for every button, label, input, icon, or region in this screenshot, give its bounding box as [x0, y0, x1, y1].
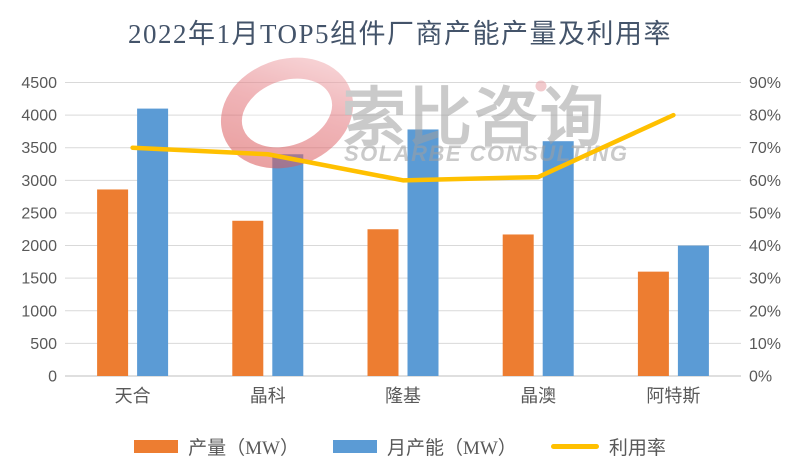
bar-production-2 [367, 229, 399, 376]
left-axis-tick-label: 3500 [21, 140, 57, 157]
bar-production-0 [97, 189, 129, 376]
capacity-bars [137, 108, 709, 376]
right-axis-tick-label: 10% [749, 336, 781, 353]
category-labels: 天合 晶科 隆基 晶澳 阿特斯 [115, 386, 701, 406]
right-axis-labels: 0% 10% 20% 30% 40% 50% 60% 70% 80% 90% [749, 75, 781, 386]
production-bars [97, 189, 669, 376]
right-axis-tick-label: 20% [749, 303, 781, 320]
bar-production-1 [232, 220, 264, 376]
right-axis-tick-label: 30% [749, 271, 781, 288]
category-label-0: 天合 [115, 386, 151, 406]
category-label-3: 晶澳 [520, 386, 556, 406]
left-axis-tick-label: 4500 [21, 75, 57, 92]
legend-label-utilization: 利用率 [608, 437, 666, 459]
watermark-ring-icon [220, 57, 354, 169]
left-axis-tick-label: 3000 [21, 173, 57, 190]
page-title: 2022年1月TOP5组件厂商产能产量及利用率 [127, 19, 673, 49]
utilization-line [130, 112, 676, 183]
category-label-1: 晶科 [250, 386, 286, 406]
left-axis-tick-label: 0 [48, 369, 57, 386]
bar-capacity-0 [137, 108, 169, 376]
legend-label-capacity: 月产能（MW） [386, 437, 517, 459]
legend-label-production: 产量（MW） [188, 437, 299, 459]
watermark-cn-text: 索比咨询 [342, 82, 606, 154]
right-axis-tick-label: 70% [749, 140, 781, 157]
right-axis-tick-label: 60% [749, 173, 781, 190]
watermark-dot-icon [535, 80, 547, 92]
watermark-en-text: SOLARBE CONSULTING [344, 141, 628, 166]
category-label-2: 隆基 [385, 386, 421, 406]
left-axis-tick-label: 1500 [21, 271, 57, 288]
right-axis-tick-label: 40% [749, 238, 781, 255]
legend-swatch-capacity-icon [332, 439, 377, 453]
right-axis-tick-label: 90% [749, 75, 781, 92]
right-axis-tick-label: 0% [749, 369, 772, 386]
chart-legend: 产量（MW） 月产能（MW） 利用率 [0, 430, 800, 462]
right-axis-tick-label: 80% [749, 108, 781, 125]
left-axis-tick-label: 1000 [21, 303, 57, 320]
right-axis-tick-label: 50% [749, 205, 781, 222]
legend-swatch-utilization-icon [550, 443, 599, 449]
bar-production-4 [637, 271, 669, 376]
left-axis-tick-label: 500 [30, 336, 57, 353]
bar-capacity-4 [677, 245, 709, 376]
left-axis-tick-label: 2500 [21, 205, 57, 222]
left-axis-labels: 0 500 1000 1500 2000 2500 3000 3500 4000 4500 [21, 75, 57, 386]
bar-production-3 [502, 234, 534, 376]
legend-item-capacity: 月产能（MW） [332, 433, 517, 460]
bar-capacity-2 [407, 129, 439, 376]
left-axis-tick-label: 2000 [21, 238, 57, 255]
legend-item-production: 产量（MW） [134, 433, 299, 460]
bar-capacity-3 [542, 141, 574, 376]
bar-capacity-1 [272, 154, 304, 376]
left-axis-tick-label: 4000 [21, 108, 57, 125]
legend-item-utilization: 利用率 [550, 433, 666, 460]
legend-swatch-production-icon [134, 439, 179, 453]
category-label-4: 阿特斯 [646, 386, 700, 406]
